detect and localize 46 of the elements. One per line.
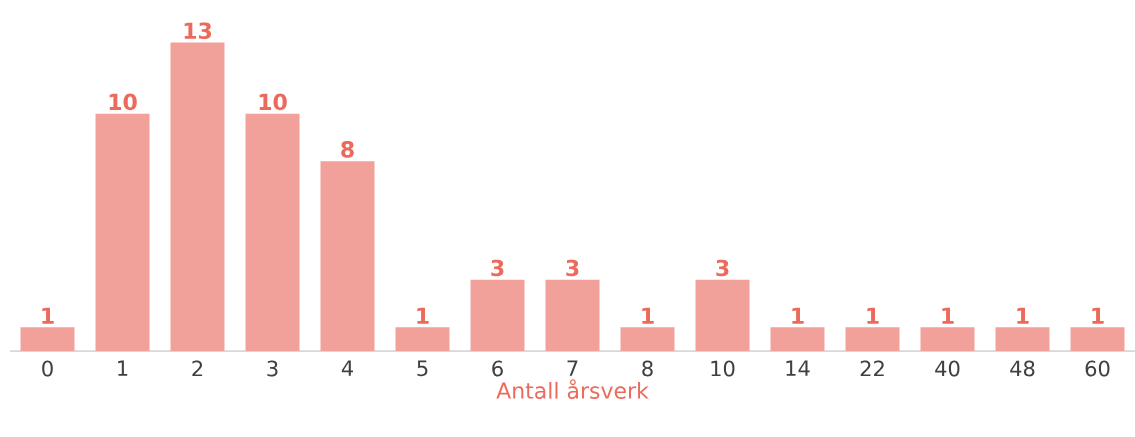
bar <box>245 113 300 351</box>
x-tick-label: 7 <box>567 360 578 376</box>
x-tick-label: 2 <box>192 360 203 377</box>
bar <box>545 279 600 351</box>
x-tick-label: 40 <box>935 360 960 377</box>
x-tick-label: 0 <box>42 360 53 377</box>
data-label: 10 <box>109 93 137 111</box>
bar <box>320 161 375 351</box>
x-tick-label: 48 <box>1010 360 1035 377</box>
data-label: 13 <box>184 22 212 40</box>
x-tick-label: 4 <box>341 360 354 376</box>
data-label: 3 <box>716 259 729 277</box>
bar <box>395 327 450 351</box>
data-label: 1 <box>417 307 429 324</box>
bar <box>470 279 525 351</box>
bar <box>620 327 675 351</box>
data-label: 3 <box>491 259 504 277</box>
bar <box>20 327 75 351</box>
bar <box>845 327 900 351</box>
bar <box>1070 327 1125 351</box>
x-tick-label: 1 <box>118 360 128 376</box>
x-tick-label: 10 <box>711 360 735 377</box>
data-label: 1 <box>942 307 954 324</box>
data-label: 1 <box>1017 307 1029 324</box>
x-tick-label: 60 <box>1085 360 1110 377</box>
x-axis-title: Antall årsverk <box>496 379 649 399</box>
data-label: 1 <box>867 307 879 324</box>
x-tick-label: 3 <box>267 360 278 377</box>
bar <box>995 327 1050 351</box>
data-label: 1 <box>42 307 54 324</box>
bar <box>920 327 975 351</box>
x-tick-label: 5 <box>417 360 428 377</box>
bar <box>695 279 750 351</box>
x-tick-label: 22 <box>860 360 884 377</box>
x-tick-label: 6 <box>492 360 503 377</box>
x-tick-label: 8 <box>642 360 653 377</box>
x-tick-label: 14 <box>786 360 810 376</box>
data-label: 8 <box>341 141 354 158</box>
bar <box>170 42 225 351</box>
data-label: 10 <box>259 93 287 111</box>
bar <box>95 113 150 351</box>
bar <box>770 327 825 351</box>
data-label: 1 <box>792 307 804 324</box>
data-label: 1 <box>1092 307 1104 324</box>
data-label: 1 <box>642 307 654 324</box>
data-label: 3 <box>566 259 579 277</box>
